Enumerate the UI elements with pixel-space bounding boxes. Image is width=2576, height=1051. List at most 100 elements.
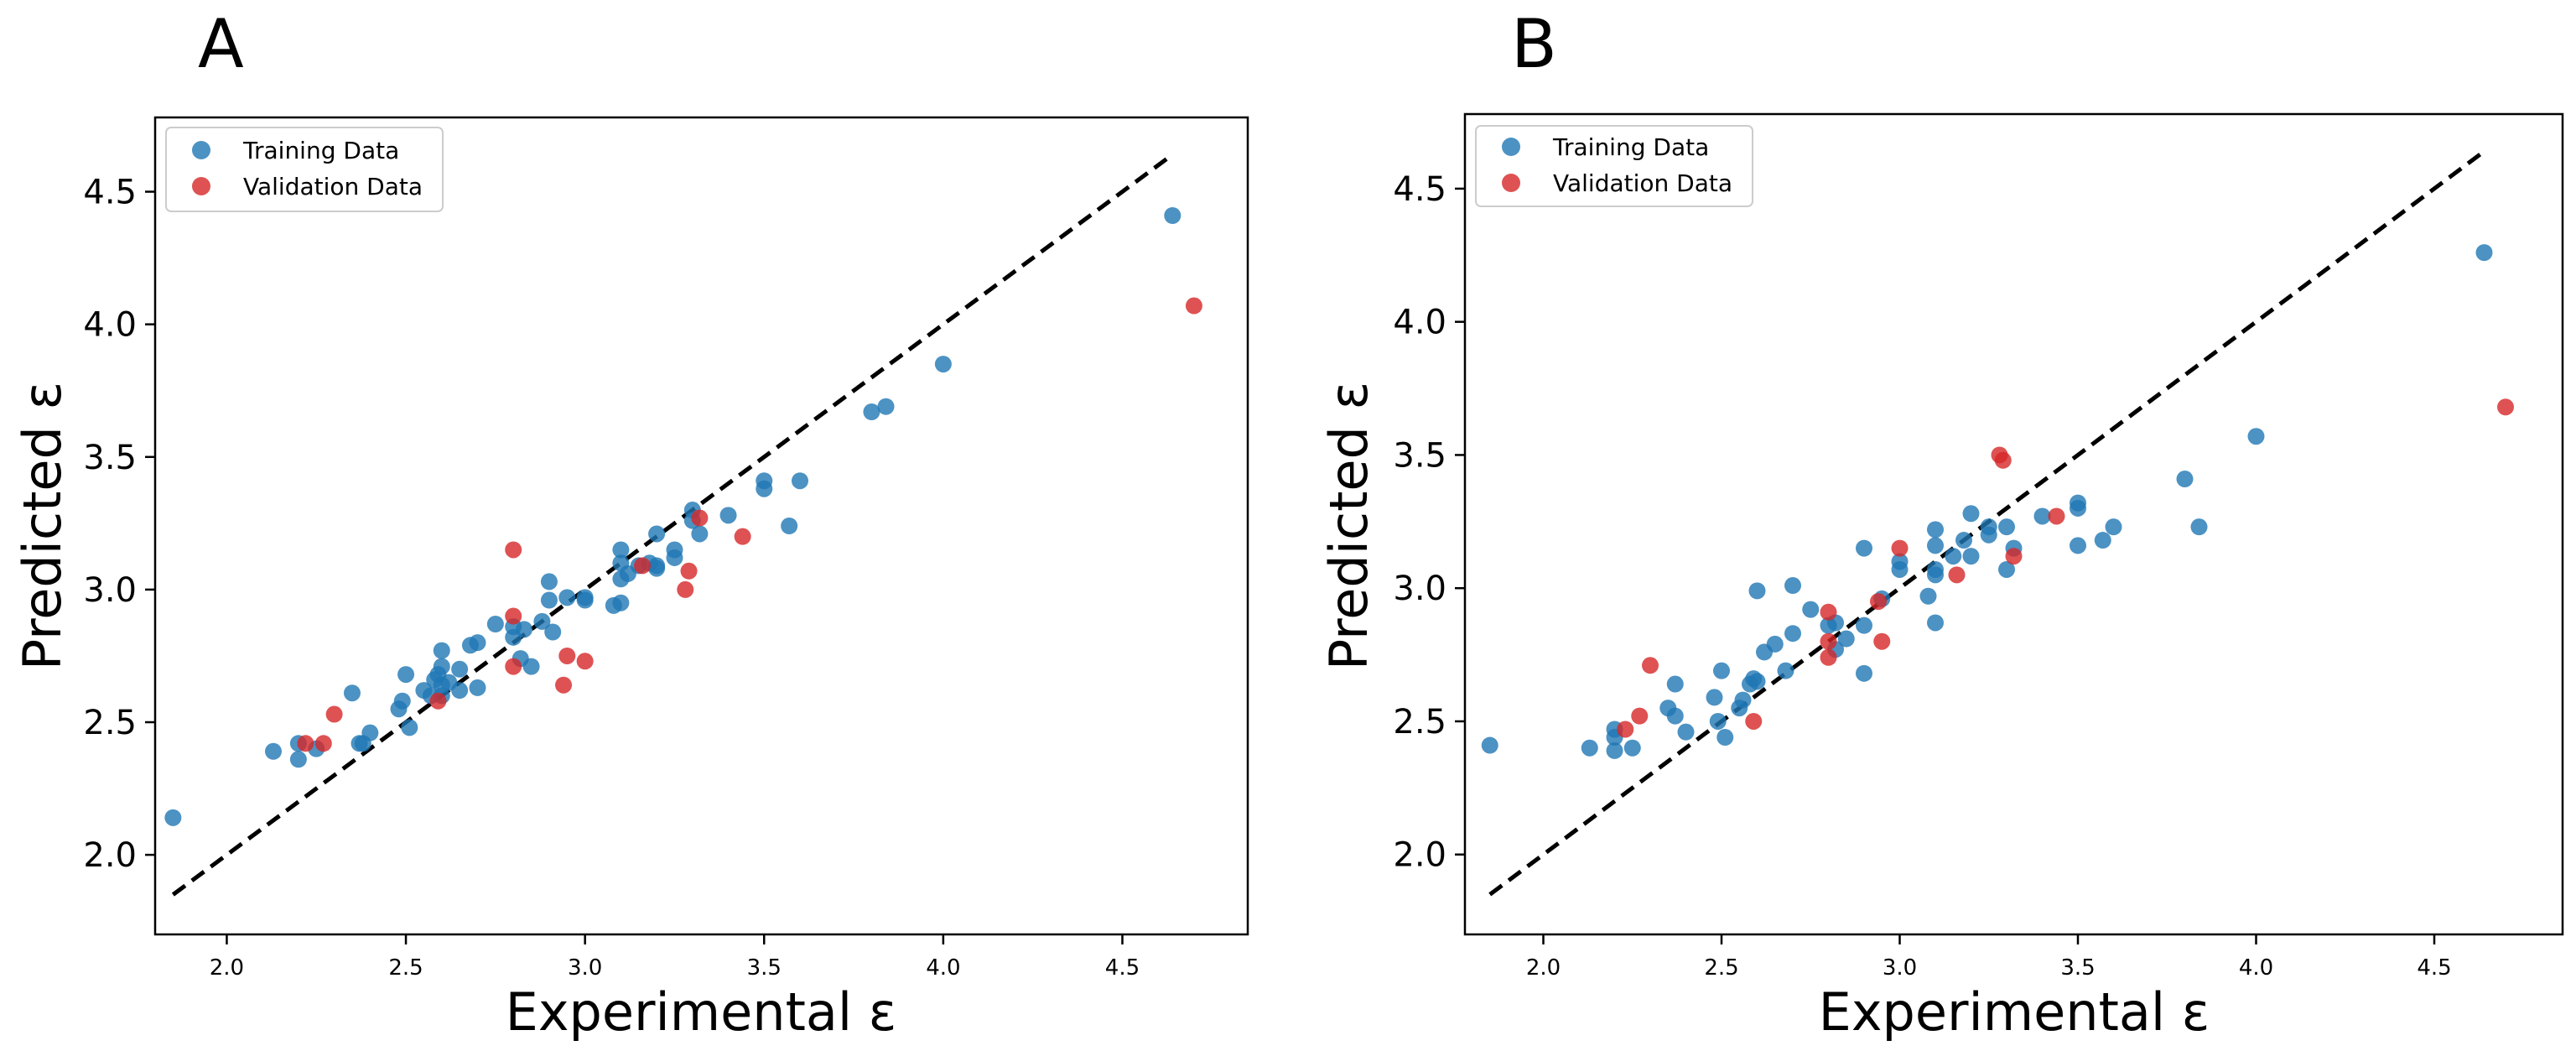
panel-b-training-point-19 — [1748, 582, 1766, 600]
panel-b-training-point-51 — [2033, 507, 2051, 525]
panel-a-training-point-22 — [451, 682, 469, 700]
panel-b-legend-validation-label: Validation Data — [1553, 169, 1732, 197]
panel-a-training-point-19 — [433, 658, 450, 675]
panel-b-y-axis-title: Predicted ε — [1318, 382, 1379, 670]
panel-a-validation-point-0 — [297, 735, 314, 752]
panel-b-training-point-60 — [2475, 244, 2493, 262]
panel-a-y-tick-label: 2.0 — [83, 836, 137, 875]
panel-a-y-tick-label: 4.5 — [83, 174, 137, 212]
panel-a-training-point-52 — [666, 541, 683, 559]
panel-a-legend-training-marker — [192, 141, 210, 159]
panel-a-marks — [164, 153, 1202, 897]
panel-b-training-point-36 — [1919, 587, 1937, 605]
panel-b-training-point-18 — [1748, 673, 1766, 690]
panel-b-training-point-56 — [2105, 518, 2122, 536]
panel-a-x-tick-label: 4.5 — [1105, 955, 1140, 981]
panel-a-x-tick-label: 3.0 — [568, 955, 602, 981]
panel-b-training-point-48 — [1998, 560, 2015, 578]
panel-a-legend-box — [165, 127, 444, 212]
panel-b-training-point-8 — [1666, 675, 1684, 693]
panel-a-validation-point-1 — [314, 735, 332, 752]
panel-a-training-point-58 — [756, 472, 773, 490]
panel-a-y-axis-title: Predicted ε — [12, 382, 73, 670]
panel-a-training-point-34 — [540, 591, 558, 609]
panel-a-y-tick-label: 4.0 — [83, 306, 137, 345]
panel-b-training-point-37 — [1927, 614, 1944, 632]
panel-b-training-point-54 — [2070, 494, 2086, 512]
panel-a-validation-point-15 — [1185, 297, 1202, 315]
panel-a-training-point-26 — [469, 679, 486, 696]
panel-b-x-tick-label: 2.5 — [1704, 955, 1738, 981]
panel-a-training-point-35 — [540, 573, 558, 591]
panel-b-y-tick-label: 2.0 — [1393, 836, 1446, 875]
panel-b-training-point-15 — [1734, 691, 1752, 709]
panel-a-y-tick-label: 3.5 — [83, 439, 137, 477]
panel-a-validation-point-4 — [505, 658, 522, 675]
panel-b-training-point-57 — [2176, 471, 2194, 488]
panel-a-training-point-25 — [469, 634, 486, 652]
panel-b-validation-point-9 — [1891, 539, 1909, 557]
panel-a-training-point-44 — [612, 541, 630, 559]
panel-b-training-point-44 — [1962, 548, 1980, 565]
panel-b-validation-point-10 — [1948, 566, 1966, 584]
panel-a-validation-point-11 — [677, 580, 694, 598]
panel-b-training-point-23 — [1784, 625, 1801, 643]
panel-b-legend-training-marker — [1502, 138, 1520, 156]
panel-label-a: A — [198, 5, 244, 83]
panel-b-training-point-0 — [1481, 736, 1498, 754]
panel-b-training-point-10 — [1706, 689, 1723, 706]
panel-b-validation-point-14 — [2048, 507, 2065, 525]
panel-a-x-tick-label: 3.5 — [747, 955, 782, 981]
panel-a-legend: Training Data Validation Data — [165, 127, 444, 212]
panel-a-training-point-56 — [719, 507, 737, 524]
panel-a-validation-point-10 — [634, 557, 652, 575]
panel-b-training-point-47 — [1980, 518, 1997, 536]
panel-a-validation-point-8 — [558, 647, 576, 664]
panel-a-training-point-1 — [264, 742, 282, 760]
panel-a-training-point-49 — [648, 557, 666, 575]
panel-a-training-point-41 — [612, 594, 630, 611]
panel-b-y-tick-label: 3.0 — [1393, 570, 1446, 608]
panel-b-training-point-24 — [1784, 577, 1801, 595]
panel-a: A 2.0 2.5 3.0 3.5 4.0 4.5 2.0 2.5 3.0 3.5 4.0 4.5 E… — [12, 5, 1249, 1043]
panel-a-validation-point-2 — [325, 705, 343, 723]
panel-a-x-tick-label: 2.5 — [388, 955, 423, 981]
panel-a-x-tick-label: 2.0 — [210, 955, 244, 981]
panel-a-validation-point-6 — [505, 541, 522, 559]
panel-b-training-point-31 — [1856, 617, 1872, 634]
panel-b-x-tick-label: 3.0 — [1883, 955, 1917, 981]
panel-b-validation-point-1 — [1631, 707, 1649, 725]
panel-a-training-point-5 — [343, 684, 361, 702]
panel-a-training-point-32 — [522, 658, 540, 675]
panel-a-training-point-33 — [533, 612, 551, 630]
panel-a-training-point-36 — [544, 623, 562, 641]
panel-b-y-tick-label: 4.0 — [1393, 304, 1446, 342]
panel-b-validation-point-8 — [1873, 632, 1891, 650]
panel-a-training-point-37 — [558, 589, 576, 606]
panel-b-legend-training-label: Training Data — [1552, 133, 1709, 161]
panel-a-training-point-39 — [576, 589, 594, 606]
panel-b-training-point-52 — [2070, 537, 2086, 554]
panel-b-training-point-7 — [1666, 707, 1684, 725]
panel-a-x-axis-title: Experimental ε — [506, 981, 897, 1043]
panel-b-training-point-30 — [1856, 664, 1872, 682]
panel-a-training-point-59 — [781, 518, 798, 534]
panel-b-legend-validation-marker — [1502, 174, 1520, 192]
panel-b-training-point-42 — [1945, 548, 1962, 565]
panel-b-validation-point-12 — [1994, 451, 2012, 469]
panel-b-training-point-35 — [1891, 553, 1909, 570]
panel-b-validation-point-4 — [1820, 648, 1837, 666]
panel-a-plot-frame — [153, 116, 1249, 936]
panel-a-validation-point-14 — [734, 528, 751, 545]
panel-a-identity-line — [171, 153, 1174, 897]
panel-b-training-point-40 — [1927, 537, 1944, 554]
panel-a-validation-point-3 — [429, 692, 447, 710]
panel-b-training-point-45 — [1962, 505, 1980, 523]
panel-b-y-tick-label: 4.5 — [1393, 170, 1446, 209]
panel-a-training-point-0 — [164, 809, 182, 826]
panel-a-training-point-64 — [1164, 207, 1182, 225]
panel-a-ticks: 2.0 2.5 3.0 3.5 4.0 4.5 2.0 2.5 3.0 3.5 4.0 4.5 — [83, 174, 1140, 981]
panel-b-training-point-11 — [1709, 712, 1727, 730]
panel-a-training-point-55 — [691, 525, 709, 543]
